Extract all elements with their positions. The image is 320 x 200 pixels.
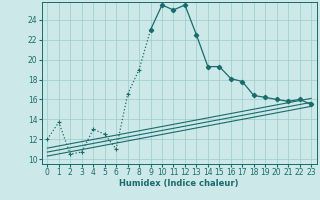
X-axis label: Humidex (Indice chaleur): Humidex (Indice chaleur): [119, 179, 239, 188]
